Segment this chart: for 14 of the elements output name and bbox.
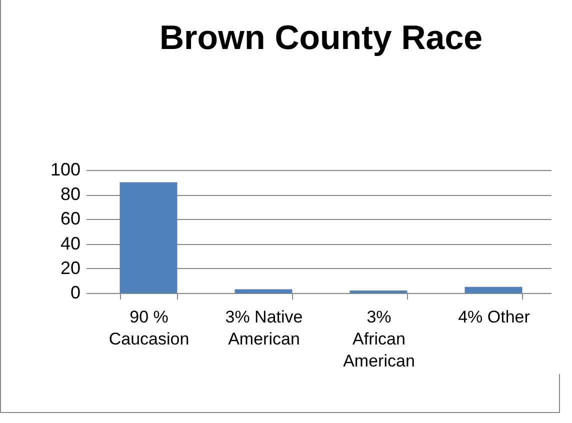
y-tick-label: 0 — [70, 282, 80, 302]
x-tick-label: 3% African American — [343, 308, 415, 370]
bar — [120, 182, 178, 293]
y-tick-label: 20 — [60, 258, 80, 278]
x-tick-label: 4% Other — [458, 308, 530, 326]
chart-title: Brown County Race — [159, 19, 483, 57]
bar — [464, 286, 522, 293]
y-tick-label: 40 — [60, 233, 80, 254]
y-tick-label: 60 — [60, 208, 80, 229]
y-tick-label: 80 — [60, 184, 80, 204]
x-tick-label: 90 % Caucasion — [108, 308, 190, 348]
y-tick-label: 100 — [50, 160, 80, 180]
x-tick-label: 3% Native American — [225, 308, 303, 348]
bar — [234, 289, 292, 293]
